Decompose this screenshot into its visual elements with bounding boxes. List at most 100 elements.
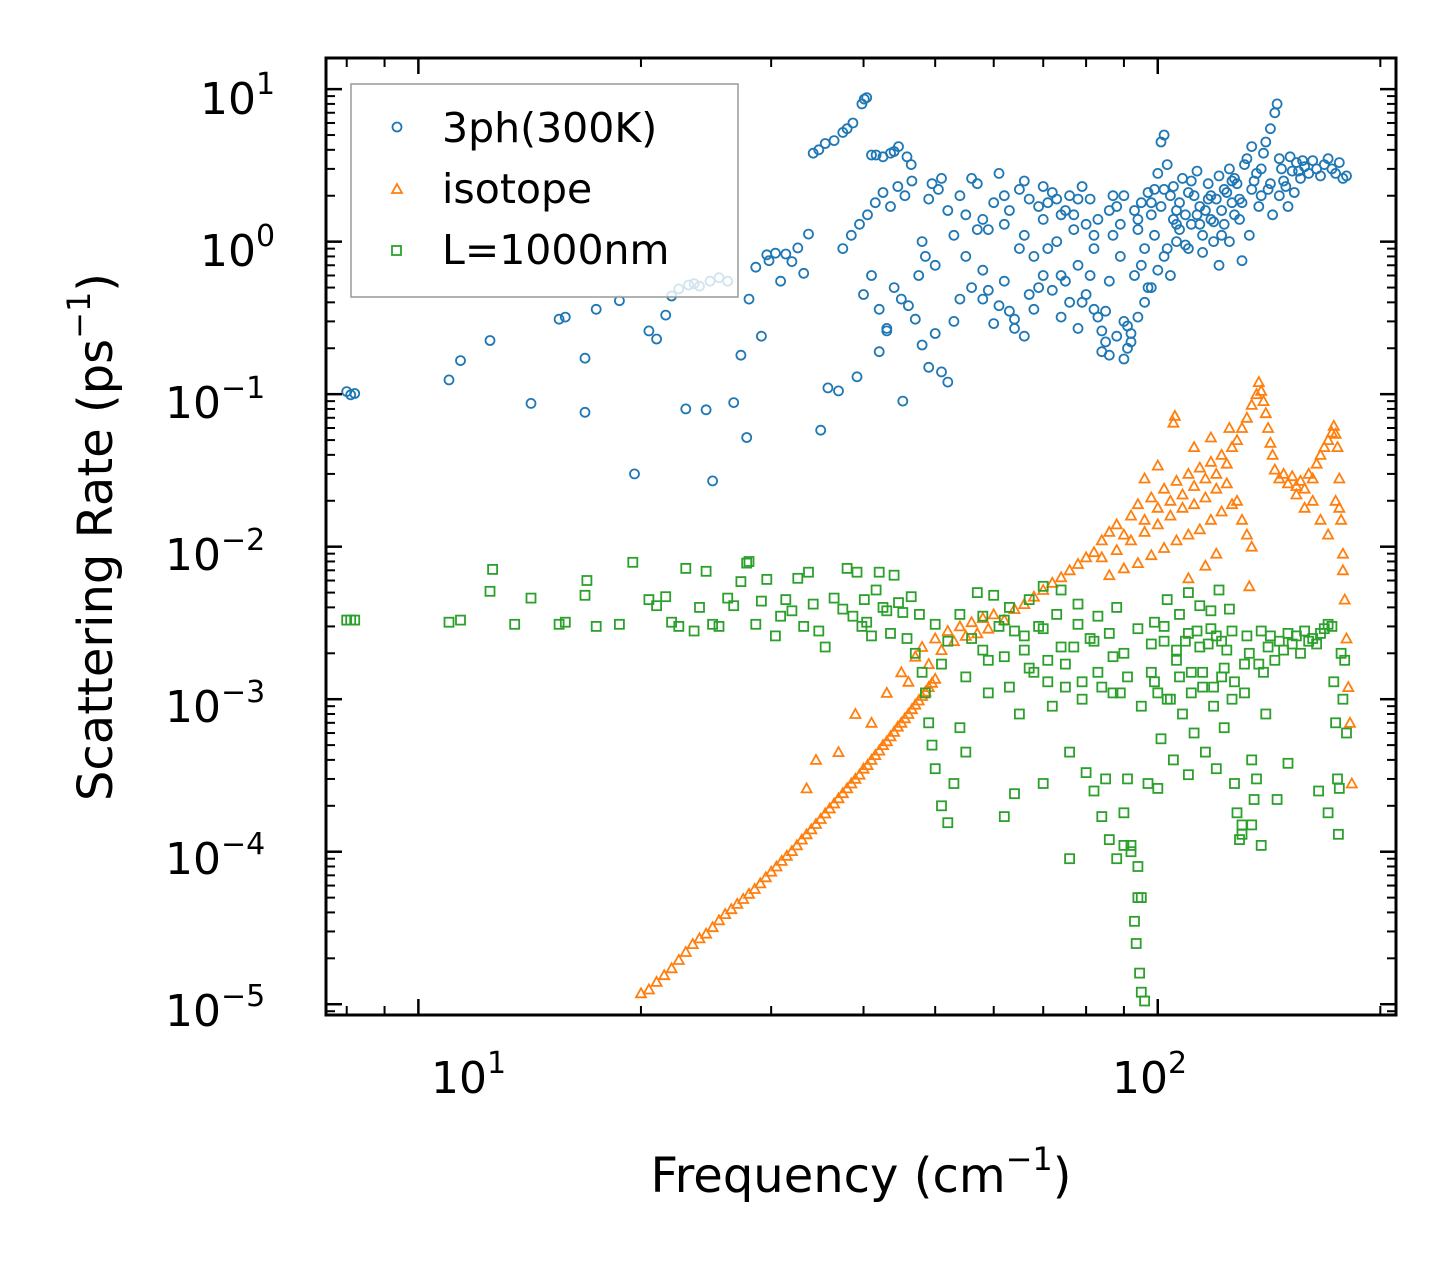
data-point	[831, 745, 846, 757]
data-point	[909, 647, 921, 659]
data-point	[627, 556, 639, 568]
data-point	[1042, 676, 1054, 688]
data-point	[915, 640, 929, 652]
y-tick-label-1e-1: 10−1	[165, 371, 265, 429]
data-point	[982, 654, 994, 666]
data-point	[1096, 325, 1108, 337]
data-point	[1260, 136, 1272, 148]
data-point	[1183, 187, 1194, 198]
data-point	[694, 602, 705, 613]
data-point	[1132, 861, 1144, 872]
data-point	[1252, 375, 1266, 388]
data-point	[1018, 644, 1030, 656]
data-point	[929, 328, 941, 339]
data-point	[1076, 181, 1088, 192]
data-point	[1313, 785, 1324, 797]
data-point	[1246, 141, 1258, 153]
data-point	[1213, 584, 1225, 596]
data-point	[1130, 938, 1142, 949]
data-point	[1191, 165, 1203, 177]
data-point	[1110, 543, 1124, 555]
data-point	[1306, 471, 1320, 484]
data-point	[942, 817, 954, 829]
data-point	[1295, 647, 1306, 659]
data-point	[1092, 610, 1104, 622]
data-point	[748, 882, 762, 894]
data-point	[1188, 727, 1200, 739]
data-point	[1144, 548, 1158, 561]
legend-label-3ph: 3ph(300K)	[442, 104, 657, 152]
data-point	[1122, 773, 1133, 785]
data-point	[1273, 153, 1285, 165]
data-point	[1028, 250, 1040, 262]
data-point	[1129, 915, 1140, 927]
data-point	[1336, 546, 1350, 559]
data-point	[828, 135, 840, 147]
data-point	[686, 937, 700, 949]
data-point	[1193, 460, 1207, 473]
data-point	[1152, 687, 1164, 699]
data-point	[877, 187, 889, 198]
data-point	[1107, 687, 1119, 699]
data-point	[1234, 213, 1245, 225]
data-point	[761, 574, 773, 585]
data-point	[1269, 654, 1281, 666]
data-point	[1288, 187, 1300, 198]
data-point	[1235, 421, 1249, 433]
data-point	[936, 800, 947, 812]
data-point	[1335, 647, 1347, 659]
data-point	[743, 556, 755, 567]
data-point	[1139, 995, 1150, 1007]
data-point	[1187, 479, 1201, 491]
data-point	[1100, 305, 1111, 317]
data-point	[1302, 467, 1316, 479]
data-point	[1286, 165, 1298, 177]
data-point	[1158, 183, 1170, 195]
data-point	[712, 913, 726, 926]
data-point	[1045, 575, 1059, 588]
data-point	[928, 631, 942, 644]
y-tick-label-1e-3: 10−3	[165, 675, 265, 733]
data-point	[1118, 840, 1130, 851]
series-3	[341, 556, 1352, 1007]
data-point	[905, 591, 917, 603]
data-point	[679, 945, 693, 957]
data-point	[1333, 828, 1344, 840]
data-point	[1158, 635, 1170, 647]
data-point	[1293, 474, 1308, 486]
data-point	[1255, 190, 1267, 202]
data-point	[1185, 666, 1197, 678]
data-point	[651, 333, 662, 345]
data-point	[629, 468, 640, 480]
data-point	[1332, 500, 1346, 513]
data-point	[1224, 603, 1235, 615]
data-point	[650, 975, 664, 987]
data-point	[1037, 181, 1049, 192]
data-point	[1129, 205, 1140, 216]
y-tick-label-1e-5: 10−5	[165, 979, 265, 1037]
data-point	[1055, 209, 1067, 221]
data-point	[1310, 456, 1324, 469]
data-point	[1129, 270, 1140, 281]
data-point	[1171, 644, 1182, 656]
data-point	[1197, 229, 1208, 241]
data-point	[914, 609, 925, 620]
data-point	[981, 621, 995, 634]
plot-frame	[324, 56, 1398, 1017]
data-point	[1124, 533, 1138, 546]
data-point	[1245, 398, 1259, 410]
data-point	[1230, 493, 1244, 506]
data-point	[1175, 487, 1190, 500]
data-point	[1253, 201, 1265, 212]
x-axis-label: Frequency (cm−1)	[650, 1140, 1071, 1204]
data-point	[1276, 163, 1287, 175]
data-point	[920, 687, 931, 699]
data-point	[1080, 767, 1092, 778]
data-point	[1125, 846, 1137, 858]
data-point	[1330, 440, 1345, 453]
data-point	[1004, 305, 1015, 317]
data-point	[977, 293, 989, 305]
data-point	[893, 141, 904, 153]
y-tick-label-1e-2: 10−2	[165, 523, 265, 581]
data-point	[929, 259, 941, 271]
